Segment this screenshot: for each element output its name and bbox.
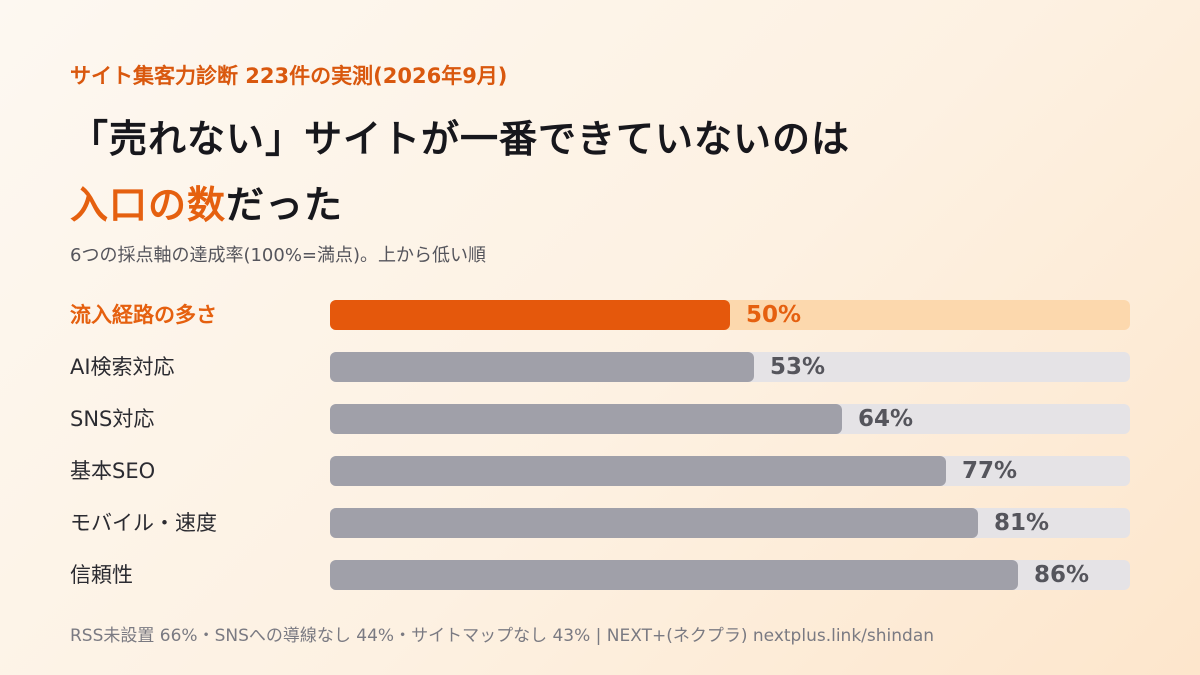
- headline-tail: だった: [226, 183, 344, 227]
- bar-value-label: 77%: [962, 458, 1018, 484]
- bar-value-label: 64%: [858, 406, 914, 432]
- bar-category-label: 信頼性: [70, 563, 133, 587]
- headline-line-2: 入口の数だった: [70, 172, 850, 238]
- bar-row: 基本SEO 77%: [70, 454, 1130, 506]
- bar-track: [330, 508, 1130, 538]
- bar-row: SNS対応 64%: [70, 402, 1130, 454]
- bar-track: [330, 352, 1130, 382]
- bar-value-label: 53%: [770, 354, 826, 380]
- bar-value-label: 50%: [746, 302, 802, 328]
- bar-track: [330, 404, 1130, 434]
- headline-line-1: 「売れない」サイトが一番できていないのは: [70, 117, 851, 161]
- bar-category-label: AI検索対応: [70, 355, 175, 379]
- bar-row: モバイル・速度 81%: [70, 506, 1130, 558]
- bar-fill: [330, 456, 946, 486]
- chart-headline: 「売れない」サイトが一番できていないのは 入口の数だった: [70, 106, 850, 238]
- chart-subtitle: 6つの採点軸の達成率(100%=満点)。上から低い順: [70, 245, 487, 266]
- bar-row: AI検索対応 53%: [70, 350, 1130, 402]
- bar-row: 流入経路の多さ 50%: [70, 298, 1130, 350]
- bar-category-label: SNS対応: [70, 407, 155, 431]
- bar-fill: [330, 508, 978, 538]
- bar-category-label: 流入経路の多さ: [70, 303, 217, 327]
- bar-fill: [330, 300, 730, 330]
- bar-fill: [330, 352, 754, 382]
- bar-fill: [330, 560, 1018, 590]
- chart-footer: RSS未設置 66%・SNSへの導線なし 44%・サイトマップなし 43% | …: [70, 626, 935, 646]
- chart-eyebrow: サイト集客力診断 223件の実測(2026年9月): [70, 64, 508, 88]
- bar-fill: [330, 404, 842, 434]
- bar-value-label: 86%: [1034, 562, 1090, 588]
- bar-track: [330, 300, 1130, 330]
- bar-category-label: 基本SEO: [70, 459, 156, 483]
- bar-track: [330, 456, 1130, 486]
- bar-category-label: モバイル・速度: [70, 511, 217, 535]
- bar-row: 信頼性 86%: [70, 558, 1130, 610]
- headline-accent: 入口の数: [70, 183, 227, 227]
- bar-chart: 流入経路の多さ 50% AI検索対応 53% SNS対応 64% 基本SEO 77% モバイル・…: [70, 298, 1130, 610]
- bar-track: [330, 560, 1130, 590]
- bar-value-label: 81%: [994, 510, 1050, 536]
